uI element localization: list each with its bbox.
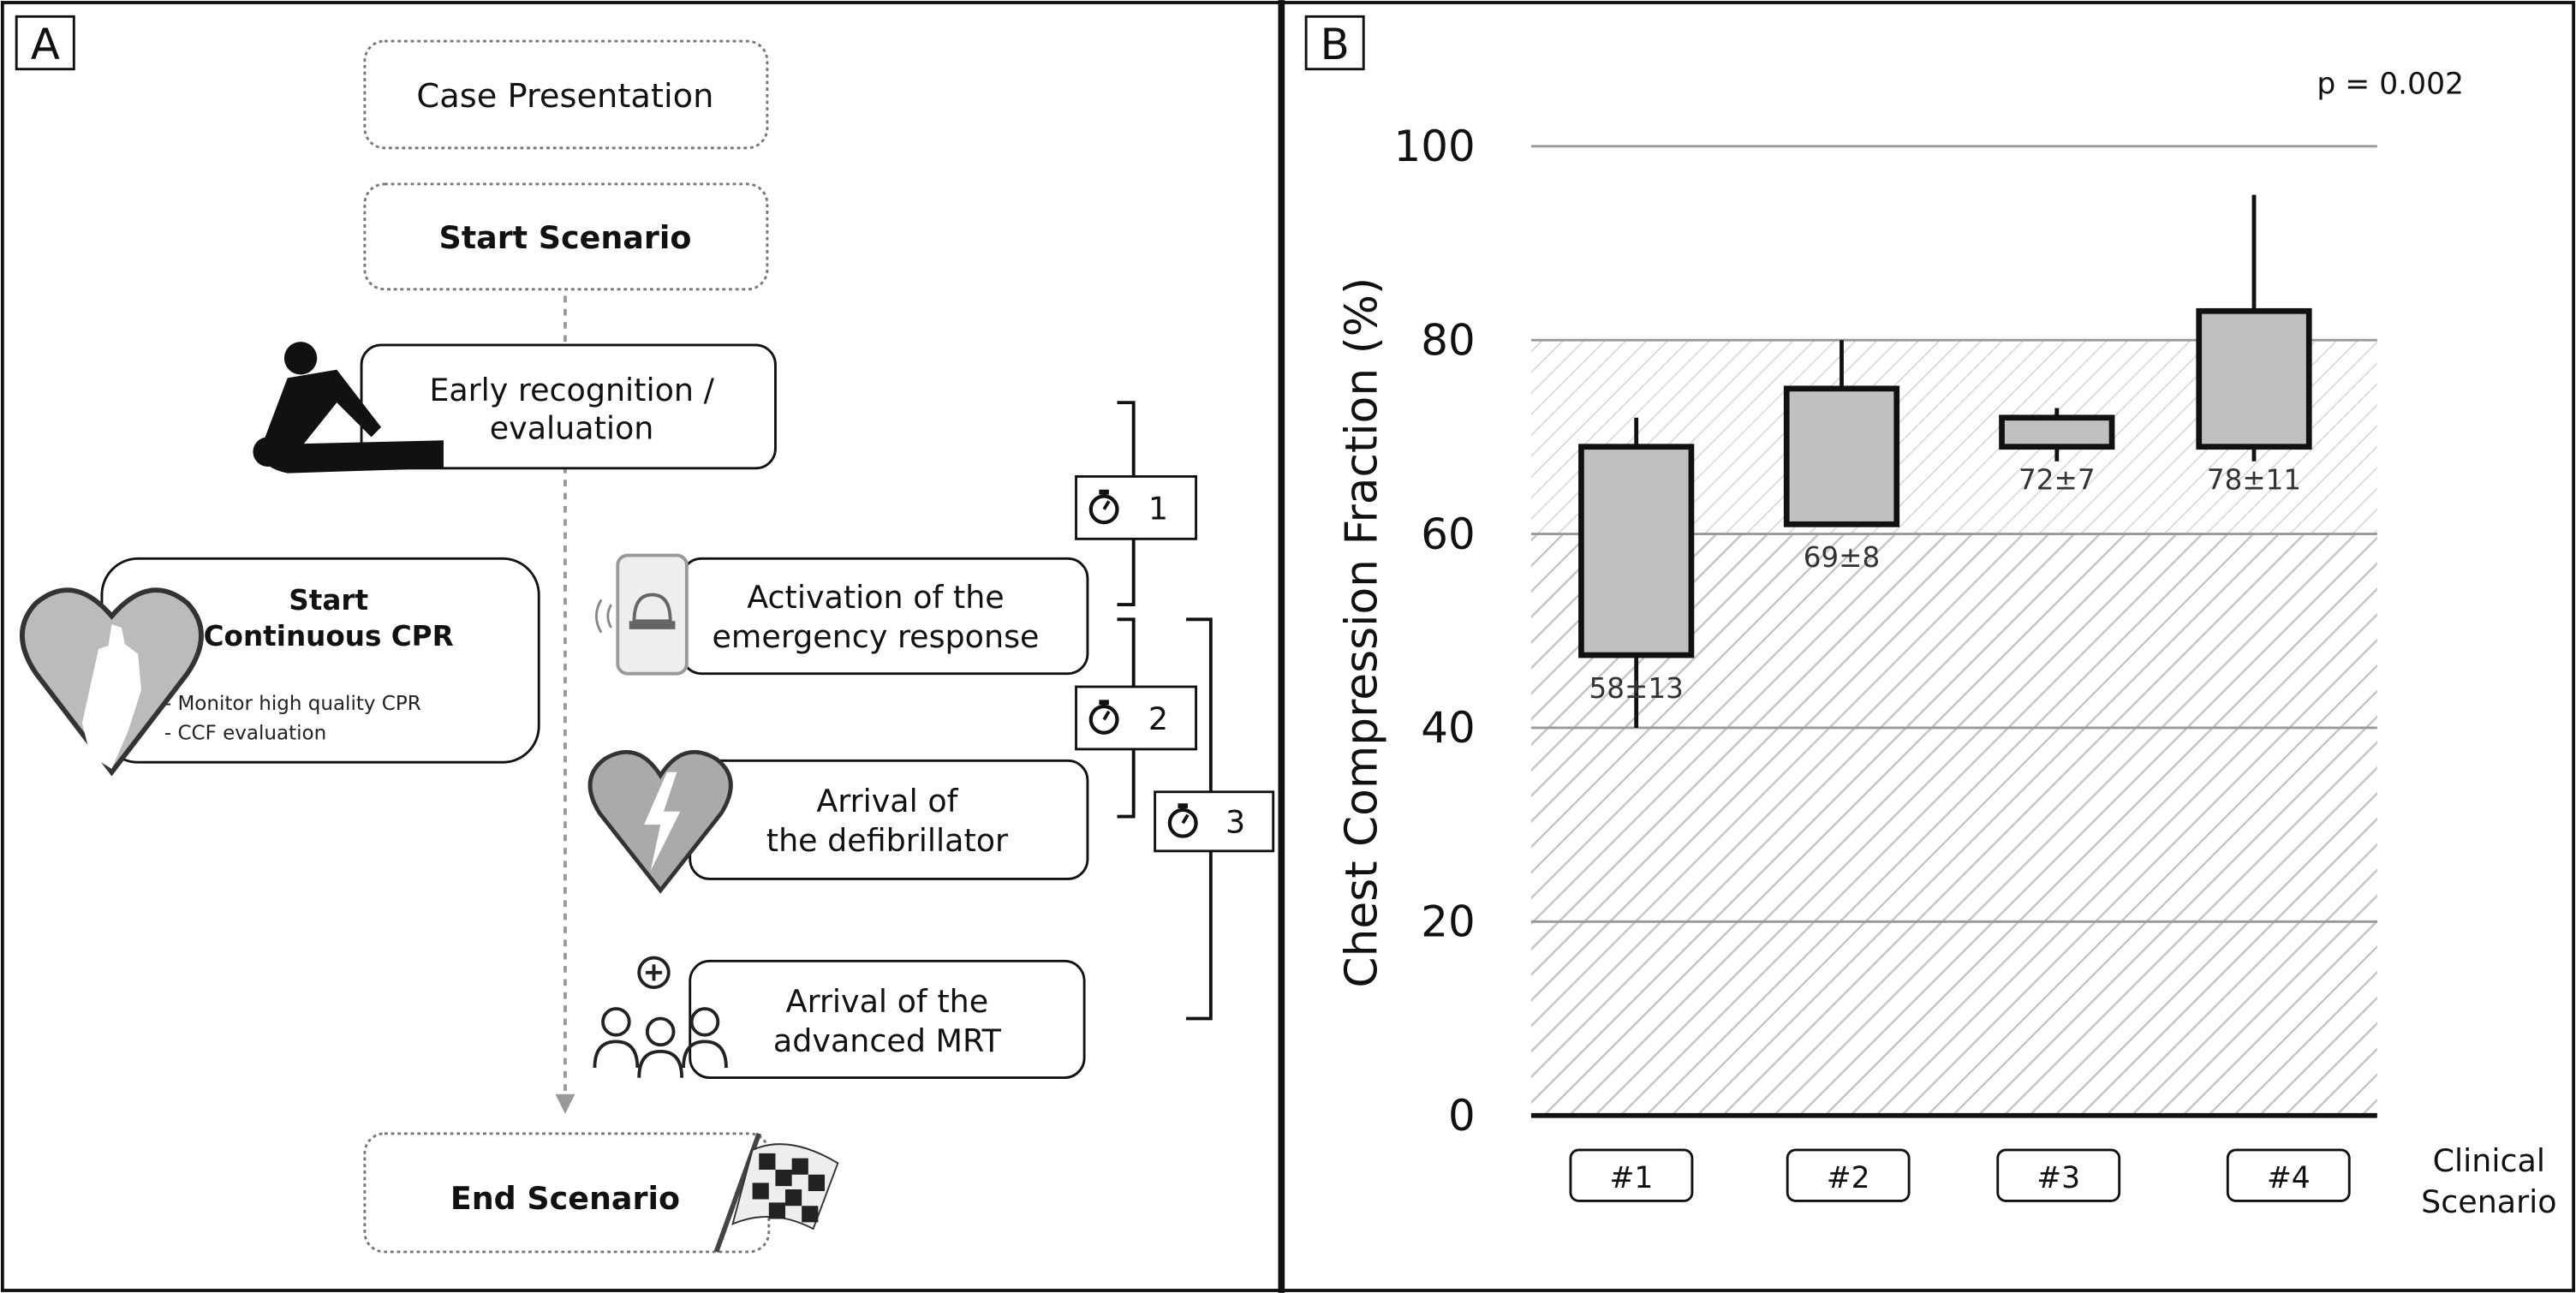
category-label-box [2226, 1148, 2351, 1202]
category-label: #4 [2267, 1161, 2311, 1195]
medical-team-icon [593, 956, 728, 1078]
category-label-box [1786, 1148, 1911, 1202]
checkered-flag-icon [713, 1132, 839, 1253]
category-label: #3 [2036, 1161, 2080, 1195]
step-case-presentation-text: Case Presentation [416, 77, 713, 116]
panel-a: A Case Presentation Start Scenario Early… [15, 15, 1275, 1254]
plot-area: 0 20 40 60 80 100 58±13 #1 69±8 #2 72±7 #3 78±11 #4 [1394, 122, 2377, 1202]
panel-b: B p = 0.002 Chest Compression Fraction (… [1304, 15, 2557, 1220]
panel-a-label: A [31, 20, 60, 69]
start-cpr-bullet-1: - Monitor high quality CPR [164, 693, 421, 715]
timeline-arrowhead [555, 1093, 575, 1114]
category-label: #1 [1609, 1161, 1653, 1195]
start-cpr-bullet-2: - CCF evaluation [164, 722, 326, 744]
p-value: p = 0.002 [2317, 67, 2464, 101]
step-start-scenario-text: Start Scenario [438, 219, 691, 256]
step-defibrillator-line2: the defibrillator [766, 822, 1008, 859]
x-axis-label-line1: Clinical [2433, 1142, 2545, 1179]
y-tick-label: 60 [1421, 509, 1475, 559]
y-tick-label: 100 [1394, 122, 1476, 171]
step-defibrillator [689, 759, 1089, 880]
y-tick-label: 80 [1421, 315, 1475, 365]
category-label-box [1569, 1148, 1694, 1202]
y-tick-label: 40 [1421, 703, 1475, 753]
step-advanced-mrt-line1: Arrival of the [786, 983, 988, 1020]
phone-alarm-icon [594, 553, 689, 676]
step-start-scenario [363, 182, 769, 291]
box [2196, 307, 2312, 450]
y-tick-label: 20 [1421, 897, 1475, 947]
start-cpr-title-line2: Continuous CPR [204, 620, 454, 652]
heart-lightning-icon [587, 750, 733, 894]
step-advanced-mrt [689, 959, 1086, 1080]
timer-3 [1154, 790, 1275, 853]
cpr-person-icon [253, 342, 444, 474]
step-activation-line1: Activation of the [747, 579, 1005, 616]
box [1578, 444, 1695, 658]
box [1999, 414, 2115, 450]
y-tick-label: 0 [1448, 1091, 1476, 1141]
panel-b-label: B [1321, 20, 1350, 69]
start-cpr-title-line1: Start [289, 584, 368, 617]
category-label: #2 [1827, 1161, 1870, 1195]
step-defibrillator-line1: Arrival of [816, 783, 958, 819]
timer-3-label: 3 [1225, 804, 1245, 841]
box-value-label: 78±11 [2207, 464, 2301, 497]
box [1783, 385, 1900, 527]
timer-1 [1075, 475, 1198, 540]
step-case-presentation [363, 39, 769, 150]
step-early-recognition-line1: Early recognition / [429, 372, 714, 408]
step-end-scenario-text: End Scenario [450, 1180, 680, 1217]
step-early-recognition-line2: evaluation [490, 409, 654, 446]
timer-2 [1075, 685, 1198, 751]
panel-b-label-box [1304, 15, 1365, 71]
step-activation [680, 557, 1089, 676]
box-value-label: 58±13 [1589, 672, 1684, 705]
step-advanced-mrt-line2: advanced MRT [773, 1022, 1002, 1059]
step-activation-line2: emergency response [712, 618, 1039, 655]
box-value-label: 72±7 [2018, 464, 2096, 497]
timer-2-label: 2 [1148, 700, 1168, 737]
panel-a-label-box [15, 15, 75, 71]
y-axis-label: Chest Compression Fraction (%) [1337, 277, 1388, 988]
timer-1-label: 1 [1148, 490, 1168, 527]
box-value-label: 69±8 [1804, 541, 1881, 574]
x-axis-label-line2: Scenario [2421, 1183, 2556, 1220]
heart-hand-icon [20, 587, 204, 777]
category-label-box [1996, 1148, 2121, 1202]
